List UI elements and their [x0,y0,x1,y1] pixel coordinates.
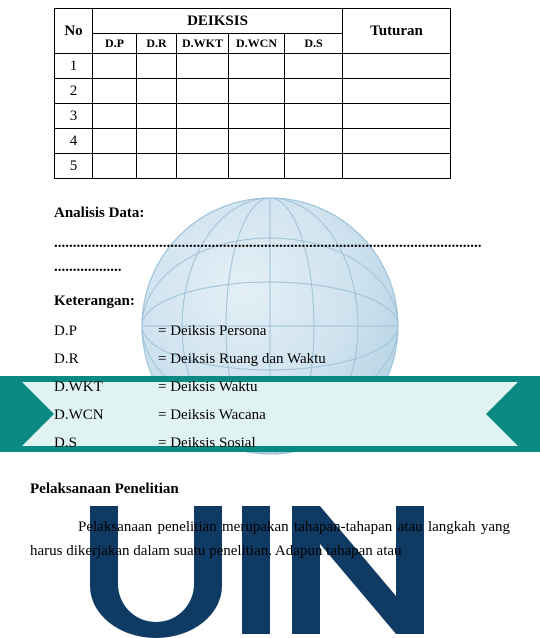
heading-pelaksanaan: Pelaksanaan Penelitian [30,477,510,501]
legend-list: D.P = Deiksis Persona D.R = Deiksis Ruan… [54,319,510,455]
table-row: 4 [55,129,451,154]
legend-val: = Deiksis Sosial [158,431,256,455]
table-row: 5 [55,154,451,179]
th-deiksis: DEIKSIS [93,9,343,34]
legend-val: = Deiksis Ruang dan Waktu [158,347,326,371]
analisis-data-label: Analisis Data: [54,201,510,225]
dots-line-2: .................. [54,255,510,279]
cell-no: 2 [55,79,93,104]
table-row: 1 [55,54,451,79]
th-dwkt: D.WKT [177,34,229,54]
th-ds: D.S [285,34,343,54]
th-tuturan: Tuturan [343,9,451,54]
legend-key: D.WCN [54,403,158,427]
deiksis-table: No DEIKSIS Tuturan D.P D.R D.WKT D.WCN D… [54,8,451,179]
legend-val: = Deiksis Waktu [158,375,257,399]
cell-no: 5 [55,154,93,179]
legend-row: D.WKT = Deiksis Waktu [54,375,510,399]
legend-val: = Deiksis Wacana [158,403,266,427]
legend-val: = Deiksis Persona [158,319,266,343]
th-dp: D.P [93,34,137,54]
legend-key: D.P [54,319,158,343]
keterangan-label: Keterangan: [54,289,510,313]
cell-no: 3 [55,104,93,129]
table-row: 3 [55,104,451,129]
table-row: 2 [55,79,451,104]
cell-no: 4 [55,129,93,154]
th-dr: D.R [137,34,177,54]
legend-row: D.R = Deiksis Ruang dan Waktu [54,347,510,371]
legend-row: D.S = Deiksis Sosial [54,431,510,455]
body-paragraph: Pelaksanaan penelitian merupakan tahapan… [30,515,510,563]
th-no: No [55,9,93,54]
legend-key: D.S [54,431,158,455]
legend-row: D.WCN = Deiksis Wacana [54,403,510,427]
th-dwcn: D.WCN [229,34,285,54]
legend-key: D.R [54,347,158,371]
cell-no: 1 [55,54,93,79]
legend-key: D.WKT [54,375,158,399]
legend-row: D.P = Deiksis Persona [54,319,510,343]
dots-line-1: ........................................… [54,231,510,255]
